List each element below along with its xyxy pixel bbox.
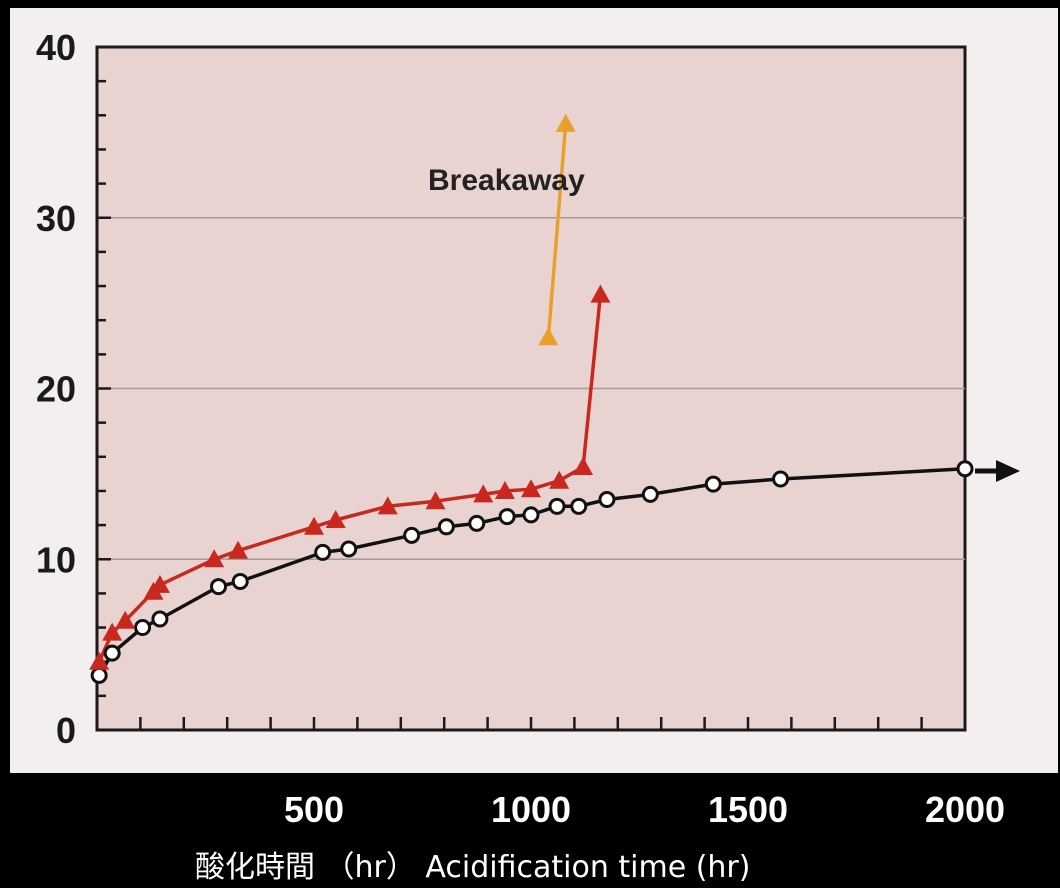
series-1-point-14 [549,470,570,489]
y-tick-label-20: 20 [36,369,76,410]
series-0-point-13 [548,497,566,515]
series-1-point-0 [89,651,110,670]
series-0-point-5 [231,572,249,590]
y-tick-labels: 0 10 20 30 40 [36,27,76,751]
series-0-point-18 [772,470,790,488]
series-1-point-2 [115,610,136,629]
chart-background [10,8,1058,773]
series-0-point-1 [103,644,121,662]
series-1-point-1 [102,622,123,641]
markers-group [89,113,974,684]
x-tick-label-2000: 2000 [925,789,1005,830]
x-tick-label-1000: 1000 [491,789,571,830]
series-1-point-4 [149,574,170,593]
series-0-point-4 [210,578,228,596]
series-line-2 [546,122,568,340]
series-2-point-0 [538,327,559,346]
series-1-point-5 [204,549,225,568]
series-0-point-17 [704,475,722,493]
breakaway-annotation: Breakaway [428,164,585,197]
series-1-point-11 [473,484,494,503]
series-2-point-1 [555,113,576,132]
y-tick-label-40: 40 [36,27,76,68]
x-axis-title: 酸化時間 （hr） Acidification time (hr) [195,850,750,885]
series-1-point-10 [425,491,446,510]
grid-lines [97,217,965,560]
series-0-point-12 [522,506,540,524]
series-0-point-2 [134,619,152,637]
y-tick-label-10: 10 [36,539,76,580]
continuation-arrow [975,460,1020,482]
series-1-point-6 [228,540,249,559]
series-0-point-8 [403,526,421,544]
series-1-point-7 [304,516,324,535]
series-1-point-8 [325,509,346,528]
y-tick-label-30: 30 [36,198,76,239]
series-0-point-11 [498,508,516,526]
series-0-point-19 [956,460,974,478]
series-1-point-12 [494,480,515,499]
series-0-point-9 [437,518,455,536]
continuation-arrow-head [996,460,1020,482]
x-tick-label-1500: 1500 [708,789,788,830]
series-1-point-13 [521,479,541,498]
series-0-point-16 [641,485,659,503]
series-1-point-16 [590,284,611,303]
series-0-point-14 [570,497,588,515]
x-tick-labels: 500 1000 1500 2000 [284,789,1005,830]
x-tick-label-500: 500 [284,789,344,830]
series-0-point-0 [90,666,108,684]
series-0-point-15 [598,490,616,508]
series-1-point-15 [573,457,594,476]
series-0-point-3 [151,610,169,628]
y-tick-label-0: 0 [56,710,76,751]
series-0-point-10 [468,514,486,532]
series-0-point-7 [340,540,358,558]
series-0-point-6 [314,543,332,561]
series-1-point-9 [377,496,398,515]
